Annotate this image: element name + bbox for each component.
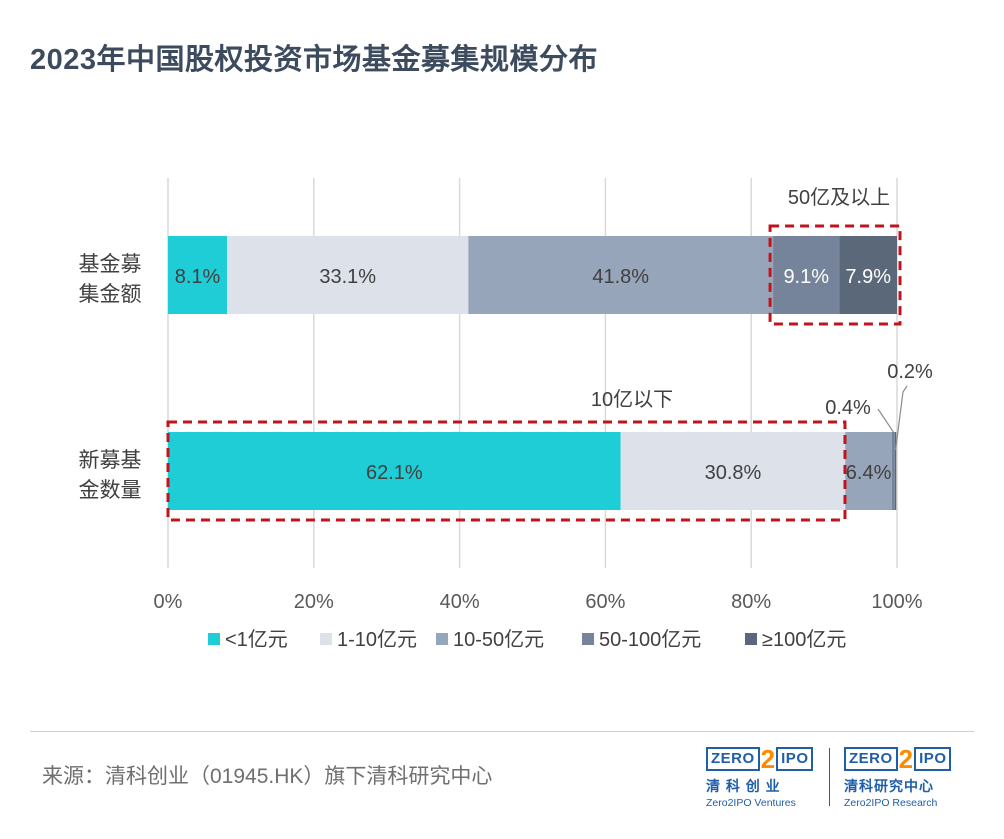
bar-segment <box>227 236 469 314</box>
data-label: 7.9% <box>845 266 891 288</box>
logo-en-name: Zero2IPO Ventures <box>706 797 796 809</box>
legend-entry: <1亿元 <box>225 628 288 651</box>
data-label: 8.1% <box>175 266 221 288</box>
logo-zero2ipo-research: ZERO 2 IPO 清科研究中心 Zero2IPO Research <box>844 746 964 809</box>
legend-swatch <box>436 633 448 645</box>
x-tick-label: 20% <box>294 591 334 613</box>
bar-segment <box>845 432 892 510</box>
data-label: 41.8% <box>592 266 649 288</box>
data-label: 0.4% <box>825 397 871 419</box>
logo-en-name: Zero2IPO Research <box>844 797 938 809</box>
x-tick-label: 0% <box>154 591 183 613</box>
bar-segment <box>891 432 895 510</box>
logo-cn-name: 清 科 创 业 <box>706 778 781 794</box>
legend-entry: ≥100亿元 <box>762 628 846 651</box>
legend-swatch <box>320 633 332 645</box>
data-label: 6.4% <box>846 462 892 484</box>
logo-zero2ipo-ventures: ZERO 2 IPO 清 科 创 业 Zero2IPO Ventures <box>706 746 826 809</box>
bar-segment <box>168 236 228 314</box>
category-label: 新募基 <box>79 449 142 472</box>
logo-brand-mid: 2 <box>898 744 914 774</box>
x-tick-label: 80% <box>731 591 771 613</box>
logo-brand-left: ZERO <box>706 747 760 771</box>
logo-brand-left: ZERO <box>844 747 898 771</box>
x-tick-label: 40% <box>440 591 480 613</box>
highlight-box <box>166 420 847 522</box>
legend-swatch <box>208 633 220 645</box>
bar-segment <box>839 236 897 314</box>
annotation-label: 50亿及以上 <box>788 186 890 209</box>
logo-cn-name: 清科研究中心 <box>844 778 934 794</box>
data-label: 33.1% <box>319 266 376 288</box>
legend-entry: 10-50亿元 <box>453 628 544 651</box>
highlight-box <box>768 224 902 326</box>
data-label: 62.1% <box>366 462 423 484</box>
legend-swatch <box>582 633 594 645</box>
logo-brand-right: IPO <box>776 747 814 771</box>
category-label: 基金募 <box>79 253 142 276</box>
x-tick-label: 100% <box>871 591 922 613</box>
category-label: 金数量 <box>79 479 142 502</box>
legend-entry: 50-100亿元 <box>599 628 701 651</box>
bar-segment <box>620 432 846 510</box>
bar-segment <box>468 236 774 314</box>
leader-line <box>877 408 894 433</box>
legend-swatch <box>745 633 757 645</box>
data-label: 9.1% <box>783 266 829 288</box>
chart-title: 2023年中国股权投资市场基金募集规模分布 <box>30 44 599 76</box>
logo-brand-mid: 2 <box>760 744 776 774</box>
footer-divider <box>30 731 974 732</box>
source-note: 来源：清科创业（01945.HK）旗下清科研究中心 <box>42 765 493 788</box>
data-label: 30.8% <box>705 462 762 484</box>
logo-brand-right: IPO <box>914 747 952 771</box>
leader-line <box>894 385 908 451</box>
bar-segment <box>168 432 621 510</box>
legend-entry: 1-10亿元 <box>337 628 417 651</box>
bar-segment <box>773 236 840 314</box>
x-tick-label: 60% <box>585 591 625 613</box>
bar-segment <box>894 432 897 510</box>
data-label: 0.2% <box>887 361 933 383</box>
category-label: 集金额 <box>79 283 142 306</box>
annotation-label: 10亿以下 <box>591 388 673 411</box>
logo-divider <box>829 748 830 806</box>
